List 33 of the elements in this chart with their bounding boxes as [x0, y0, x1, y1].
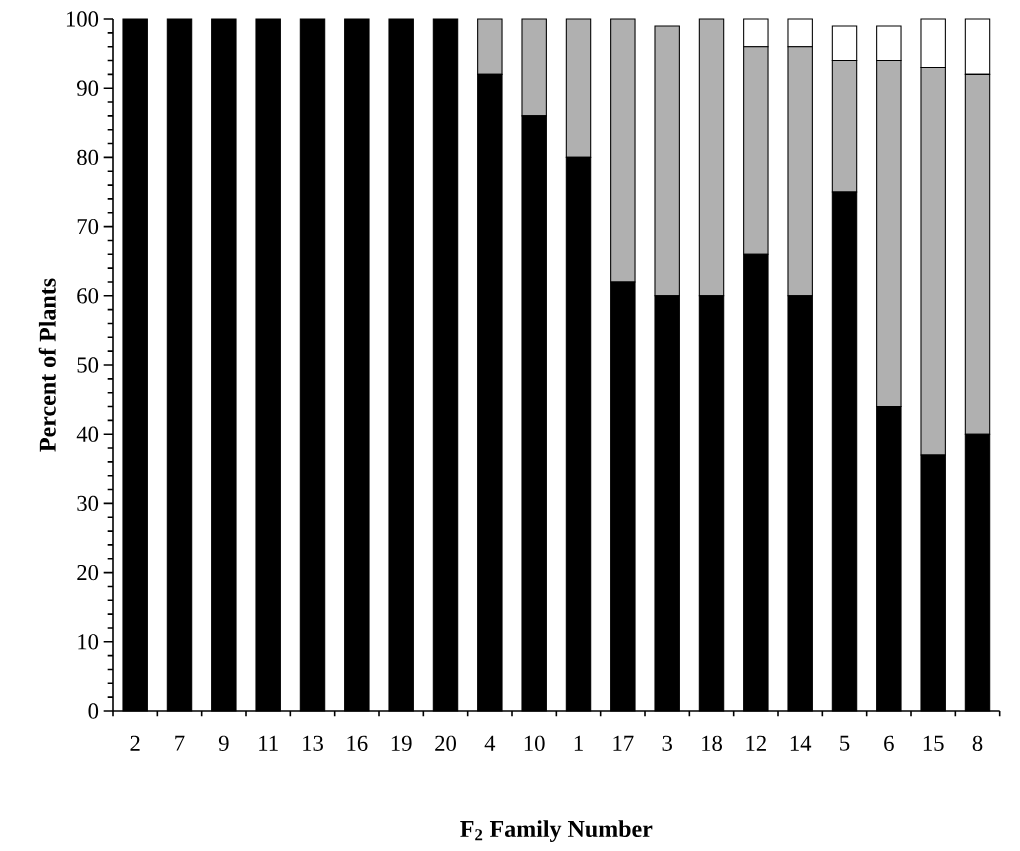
- x-tick-label: 5: [840, 735, 850, 751]
- x-tick-label: 8: [972, 735, 983, 752]
- y-tick-label: 60: [77, 288, 99, 304]
- x-tick-label: 20: [435, 735, 456, 752]
- y-tick-label: 40: [76, 426, 99, 442]
- y-tick-label: 100: [66, 11, 99, 27]
- x-axis-title: F$_{2}$ Family Number: [460, 820, 653, 842]
- y-tick-label: 10: [78, 634, 99, 650]
- x-tick-label: 15: [923, 735, 944, 751]
- x-tick-label: 9: [218, 735, 229, 751]
- y-tick-label: 0: [88, 703, 99, 719]
- y-tick-label: 90: [77, 80, 99, 96]
- x-tick-label: 2: [130, 735, 140, 751]
- y-tick-label: 80: [77, 149, 99, 166]
- y-tick-label: 20: [77, 564, 99, 581]
- x-tick-label: 6: [884, 735, 894, 751]
- x-tick-label: 13: [303, 735, 323, 751]
- x-tick-label: 3: [662, 735, 672, 751]
- x-tick-label: 4: [484, 735, 496, 751]
- y-axis-title: Percent of Plants: [38, 278, 56, 452]
- y-tick-label: 30: [77, 495, 99, 512]
- x-tick-label: 19: [391, 735, 412, 751]
- y-tick-label: 50: [77, 357, 99, 373]
- x-tick-label: 7: [175, 735, 185, 751]
- x-tick-label: 11: [259, 735, 278, 751]
- x-tick-label: 17: [613, 735, 634, 751]
- y-tick-label: 70: [77, 218, 99, 235]
- x-tick-label: 14: [790, 735, 812, 751]
- x-tick-label: 12: [746, 735, 766, 751]
- x-tick-label: 1: [574, 735, 583, 751]
- x-tick-label: 10: [524, 735, 545, 752]
- x-tick-label: 16: [347, 735, 368, 751]
- x-tick-label: 18: [702, 735, 722, 752]
